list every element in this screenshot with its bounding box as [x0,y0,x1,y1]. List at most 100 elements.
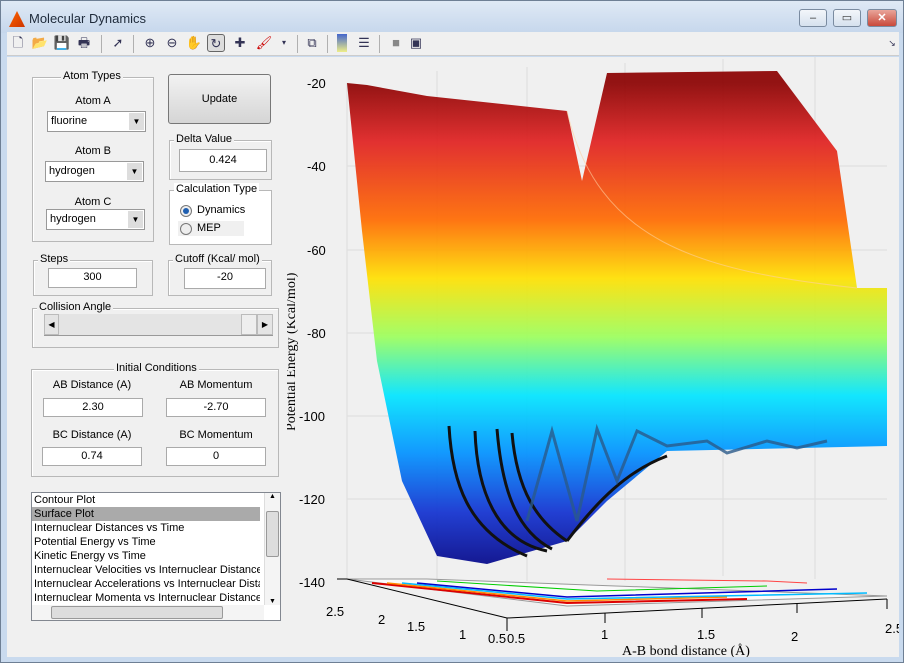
y-tick-label: 1.5 [407,619,425,634]
bc-momentum-label: BC Momentum [179,429,253,441]
dock-arrow-icon[interactable]: ↘ [888,38,896,48]
z-tick-label: -140 [299,575,325,590]
print-icon[interactable]: 🖶 [77,35,91,50]
minimize-button[interactable]: – [799,9,827,27]
z-tick-label: -120 [299,492,325,507]
show-plot-tools-icon[interactable]: ▣ [409,35,423,50]
list-item[interactable]: Contour Plot [34,494,96,506]
trajectory [447,425,528,558]
bc-momentum-input[interactable]: 0 [166,447,266,466]
contour-floor [346,578,888,607]
x-axis-label: A-B bond distance (Å) [622,643,750,657]
dynamics-label: Dynamics [197,204,246,216]
link-plot-icon[interactable]: ⧉ [307,35,317,50]
z-tick-label: -20 [307,76,326,91]
rotate-3d-icon[interactable]: ↻ [207,34,225,52]
pan-hand-icon[interactable]: ✋ [185,35,203,50]
close-button[interactable]: ✕ [867,9,897,27]
x-tick-label: 1.5 [697,627,715,642]
y-tick-label: 0.5 [488,631,506,646]
legend-icon[interactable]: ☰ [358,35,370,50]
zoom-out-icon[interactable]: ⊖ [166,35,178,50]
panel-title: Atom Types [61,70,123,82]
bc-distance-input[interactable]: 0.74 [42,447,142,466]
toolbar: 🗋 📂 💾 🖶 ➚ ⊕ ⊖ ✋ ↻ ✚ 🖌 ▾ ⧉ ☰ ■ ▣ ↘ [7,32,899,56]
z-tick-labels: -20 -40 -60 -80 -100 -120 -140 [299,76,326,590]
list-item[interactable]: Internuclear Accelerations vs Internucle… [34,578,260,590]
pointer-icon[interactable]: ➚ [112,35,124,50]
list-item[interactable]: Kinetic Energy vs Time [34,550,146,562]
brush-icon[interactable]: 🖌 [255,35,273,50]
delta-value-input[interactable]: 0.424 [179,149,267,172]
surface-fold [566,110,858,289]
horizontal-scrollbar[interactable] [32,605,264,620]
cutoff-input[interactable]: -20 [184,268,266,289]
z-tick-label: -80 [307,326,326,341]
atom-b-label: Atom B [74,145,112,157]
scroll-down-icon[interactable]: ▼ [269,598,276,605]
y-tick-label: 2.5 [326,604,344,619]
scroll-up-icon[interactable]: ▲ [269,493,276,500]
collision-angle-slider[interactable]: ◀ ▶ [44,314,273,336]
x-tick-label: 2 [791,629,798,644]
y-tick-labels: 2.5 2 1.5 1 0.5 [326,604,506,646]
x-tick-label: 0.5 [507,631,525,646]
panel-title: Collision Angle [37,301,114,313]
ab-distance-input[interactable]: 2.30 [43,398,143,417]
vertical-scrollbar[interactable]: ▲ ▼ [264,493,280,605]
z-tick-label: -100 [299,409,325,424]
open-folder-icon[interactable]: 📂 [31,35,49,50]
list-item[interactable]: Internuclear Momenta vs Internuclear Dis… [34,592,260,604]
steps-panel: Steps 300 [33,253,153,296]
list-item[interactable]: Potential Energy vs Time [34,536,156,548]
new-file-icon[interactable]: 🗋 [12,35,24,50]
hscroll-thumb[interactable] [51,606,223,619]
plot-type-listbox[interactable]: Contour Plot Surface Plot Internuclear D… [31,492,281,621]
trajectory [473,430,548,553]
z-tick-label: -40 [307,159,326,174]
scroll-thumb[interactable] [266,511,279,557]
steps-input[interactable]: 300 [48,268,137,288]
axes-lines [337,578,888,631]
trajectory-oscillations [525,423,828,522]
update-button[interactable]: Update [168,74,271,124]
hide-plot-tools-icon[interactable]: ■ [392,35,400,50]
chevron-down-icon: ▼ [129,113,144,130]
colorbar-icon[interactable] [337,34,347,52]
maximize-button[interactable]: ▭ [833,9,861,27]
atom-c-label: Atom C [74,196,112,208]
panel-title: Initial Conditions [114,362,199,374]
mep-radio[interactable] [180,223,192,235]
ab-momentum-label: AB Momentum [179,379,253,391]
slider-left-arrow-icon[interactable]: ◀ [44,314,59,335]
atom-b-select[interactable]: hydrogen ▼ [45,161,144,182]
atom-a-select[interactable]: fluorine ▼ [47,111,146,132]
atom-c-value: hydrogen [50,213,96,225]
ab-momentum-input[interactable]: -2.70 [166,398,266,417]
y-tick-label: 2 [378,612,385,627]
x-tick-label: 1 [601,627,608,642]
atom-b-value: hydrogen [49,165,95,177]
cutoff-panel: Cutoff (Kcal/ mol) -20 [168,253,272,296]
delta-value-panel: Delta Value 0.424 [169,133,272,180]
list-item[interactable]: Surface Plot [32,507,260,521]
slider-thumb[interactable] [241,314,257,335]
list-item[interactable]: Internuclear Velocities vs Internuclear … [34,564,260,576]
surface-plot[interactable]: -20 -40 -60 -80 -100 -120 -140 0.5 1 1.5… [284,57,903,659]
save-icon[interactable]: 💾 [53,35,71,50]
matlab-logo-icon [9,11,25,27]
list-item[interactable]: Internuclear Distances vs Time [34,522,185,534]
trajectory [495,428,553,551]
slider-right-arrow-icon[interactable]: ▶ [257,314,273,335]
potential-surface [347,71,887,564]
brush-dropdown-icon[interactable]: ▾ [281,38,286,47]
data-cursor-icon[interactable]: ✚ [234,35,246,50]
surface-plot-svg[interactable]: -20 -40 -60 -80 -100 -120 -140 0.5 1 1.5… [284,57,903,659]
ab-distance-label: AB Distance (A) [52,379,132,391]
panel-title: Delta Value [174,133,235,145]
dynamics-radio[interactable] [180,205,192,217]
zoom-in-icon[interactable]: ⊕ [144,35,156,50]
atom-c-select[interactable]: hydrogen ▼ [46,209,145,230]
chevron-down-icon: ▼ [127,163,142,180]
